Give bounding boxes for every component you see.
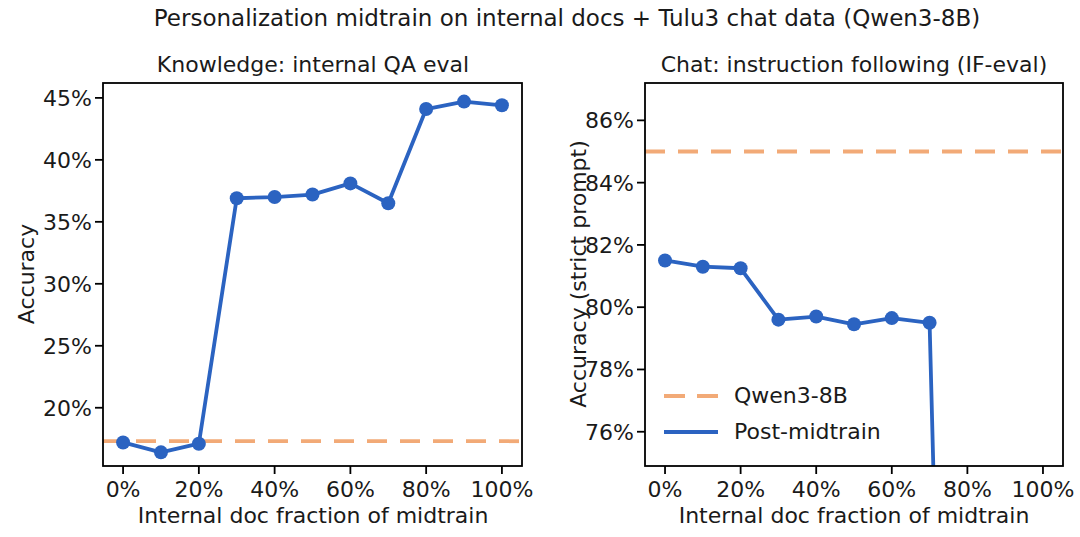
series-group <box>645 152 1063 513</box>
data-point <box>192 437 206 451</box>
figure: 0% 20% 40% 60% 80% 100% 20% 25% 30% 35% 40% 45% 0% 20… <box>0 0 1080 537</box>
data-point <box>268 190 282 204</box>
legend-label: Post-midtrain <box>734 419 881 444</box>
x-tick-label: 40% <box>250 477 299 502</box>
left-chart: 0% 20% 40% 60% 80% 100% 20% 25% 30% 35% 40% 45% <box>43 83 533 502</box>
legend: Qwen3-8B Post-midtrain <box>664 383 881 444</box>
figure-title: Personalization midtrain on internal doc… <box>154 5 980 31</box>
right-x-axis-label: Internal doc fraction of midtrain <box>679 503 1030 528</box>
data-point <box>495 98 509 112</box>
y-tick-label: 35% <box>43 210 92 235</box>
data-point <box>885 311 899 325</box>
y-tick-label: 76% <box>585 420 634 445</box>
data-point <box>923 316 937 330</box>
solid-line-swatch <box>664 430 718 434</box>
legend-entry-post-midtrain: Post-midtrain <box>664 419 881 444</box>
left-x-axis-label: Internal doc fraction of midtrain <box>138 503 489 528</box>
series-line-post-midtrain <box>123 102 502 453</box>
series-group <box>103 95 522 460</box>
y-tick-label: 86% <box>585 108 634 133</box>
legend-label: Qwen3-8B <box>734 383 848 408</box>
data-point <box>343 176 357 190</box>
y-tick-label: 30% <box>43 272 92 297</box>
x-tick-label: 60% <box>867 477 916 502</box>
data-point <box>457 95 471 109</box>
y-tick-label: 84% <box>585 171 634 196</box>
plot-border <box>103 83 522 466</box>
x-axis: 0% 20% 40% 60% 80% 100% <box>648 466 1075 502</box>
x-tick-label: 40% <box>792 477 841 502</box>
y-tick-label: 80% <box>585 295 634 320</box>
data-point <box>696 260 710 274</box>
x-tick-label: 20% <box>716 477 765 502</box>
data-point <box>809 310 823 324</box>
left-chart-title: Knowledge: internal QA eval <box>157 52 469 77</box>
data-point <box>154 445 168 459</box>
data-point <box>381 196 395 210</box>
y-tick-label: 40% <box>43 148 92 173</box>
data-point <box>419 102 433 116</box>
data-point <box>847 317 861 331</box>
right-chart: 0% 20% 40% 60% 80% 100% 76% 78% 80% 82% 84% 86% <box>585 83 1074 513</box>
right-chart-title: Chat: instruction following (IF-eval) <box>661 52 1047 77</box>
data-point <box>306 188 320 202</box>
y-axis: 76% 78% 80% 82% 84% 86% <box>585 108 645 444</box>
y-tick-label: 78% <box>585 357 634 382</box>
data-point <box>230 191 244 205</box>
data-point <box>771 313 785 327</box>
y-tick-label: 45% <box>43 86 92 111</box>
x-tick-label: 100% <box>1012 477 1075 502</box>
x-tick-label: 80% <box>402 477 451 502</box>
x-tick-label: 60% <box>326 477 375 502</box>
x-tick-label: 100% <box>470 477 533 502</box>
x-axis: 0% 20% 40% 60% 80% 100% <box>106 466 534 502</box>
x-tick-label: 0% <box>106 477 141 502</box>
y-axis: 20% 25% 30% 35% 40% 45% <box>43 86 103 421</box>
data-point <box>658 253 672 267</box>
x-tick-label: 0% <box>648 477 683 502</box>
plots-canvas: 0% 20% 40% 60% 80% 100% 20% 25% 30% 35% 40% 45% 0% 20… <box>0 0 1080 537</box>
dashed-baseline-swatch <box>664 394 718 398</box>
right-y-axis-label: Accuracy (strict prompt) <box>566 140 591 408</box>
x-tick-label: 80% <box>943 477 992 502</box>
data-point <box>734 261 748 275</box>
x-tick-label: 20% <box>174 477 223 502</box>
y-tick-label: 82% <box>585 233 634 258</box>
legend-entry-qwen3-8b: Qwen3-8B <box>664 383 881 408</box>
left-y-axis-label: Accuracy <box>14 224 39 324</box>
data-point <box>116 435 130 449</box>
y-tick-label: 20% <box>43 396 92 421</box>
y-tick-label: 25% <box>43 334 92 359</box>
